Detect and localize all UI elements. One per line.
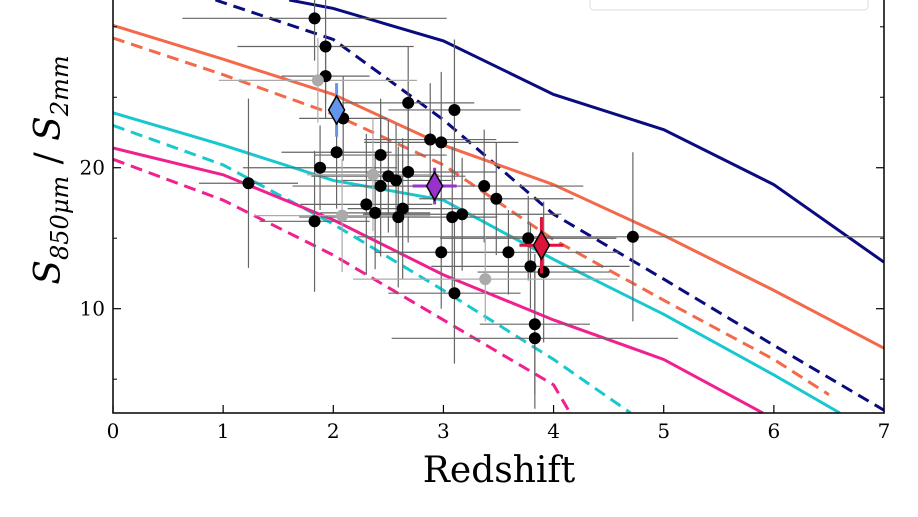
data-point bbox=[435, 246, 448, 259]
data-point bbox=[478, 180, 491, 193]
stack-point bbox=[425, 170, 444, 202]
stack-point bbox=[327, 94, 346, 126]
data-point bbox=[435, 136, 448, 149]
legend-box bbox=[589, 0, 869, 11]
x-tick-label: 7 bbox=[878, 419, 891, 443]
data-point bbox=[374, 180, 387, 193]
x-tick-label: 0 bbox=[107, 419, 120, 443]
data-point bbox=[448, 103, 461, 116]
x-tick-label: 1 bbox=[217, 419, 230, 443]
data-point bbox=[424, 133, 437, 146]
data-point bbox=[456, 208, 469, 221]
data-point bbox=[528, 318, 541, 331]
data-point bbox=[330, 146, 343, 159]
y-label-part: 850μm bbox=[46, 176, 74, 260]
data-point bbox=[314, 161, 327, 174]
model-line bbox=[113, 23, 884, 350]
data-point bbox=[528, 332, 541, 345]
data-point bbox=[360, 198, 373, 211]
data-point bbox=[626, 230, 639, 243]
x-axis-label: Redshift bbox=[423, 450, 576, 491]
model-line bbox=[113, 157, 572, 413]
y-label-part: / bbox=[28, 141, 69, 176]
x-tick-label: 4 bbox=[547, 419, 560, 443]
data-point bbox=[374, 149, 387, 162]
y-label-part: 2mm bbox=[46, 55, 74, 117]
x-tick-label: 5 bbox=[657, 419, 670, 443]
y-tick-label: 20 bbox=[80, 156, 105, 180]
data-point bbox=[308, 12, 321, 25]
data-point bbox=[502, 246, 515, 259]
y-label-part: S bbox=[28, 260, 69, 285]
data-point bbox=[490, 192, 503, 205]
data-point bbox=[308, 215, 321, 228]
data-point bbox=[366, 168, 379, 181]
stack-point bbox=[532, 229, 551, 261]
y-axis-label: S850μm / S2mm bbox=[28, 55, 74, 284]
model-line bbox=[113, 124, 632, 413]
data-point bbox=[479, 273, 492, 286]
model-line bbox=[288, 0, 884, 264]
data-point bbox=[396, 202, 409, 215]
data-point bbox=[336, 209, 349, 222]
model-line bbox=[113, 146, 764, 413]
data-point bbox=[369, 206, 382, 219]
data-point bbox=[319, 40, 332, 53]
data-point bbox=[311, 74, 324, 87]
model-line bbox=[113, 111, 841, 413]
data-point bbox=[448, 287, 461, 300]
plot-area bbox=[113, 0, 884, 413]
x-tick-label: 6 bbox=[767, 419, 780, 443]
x-tick-label: 2 bbox=[327, 419, 340, 443]
data-point bbox=[390, 174, 403, 187]
y-label-part: S bbox=[28, 116, 69, 141]
data-point bbox=[402, 165, 415, 178]
data-point bbox=[446, 211, 459, 224]
data-point bbox=[242, 177, 255, 190]
data-point bbox=[524, 260, 537, 273]
data-point bbox=[402, 96, 415, 109]
model-line bbox=[214, 0, 884, 412]
y-tick-label: 10 bbox=[80, 297, 105, 321]
plot-frame bbox=[112, 0, 885, 414]
x-tick-label: 3 bbox=[437, 419, 450, 443]
data-point bbox=[522, 232, 535, 245]
data-point bbox=[537, 266, 550, 279]
